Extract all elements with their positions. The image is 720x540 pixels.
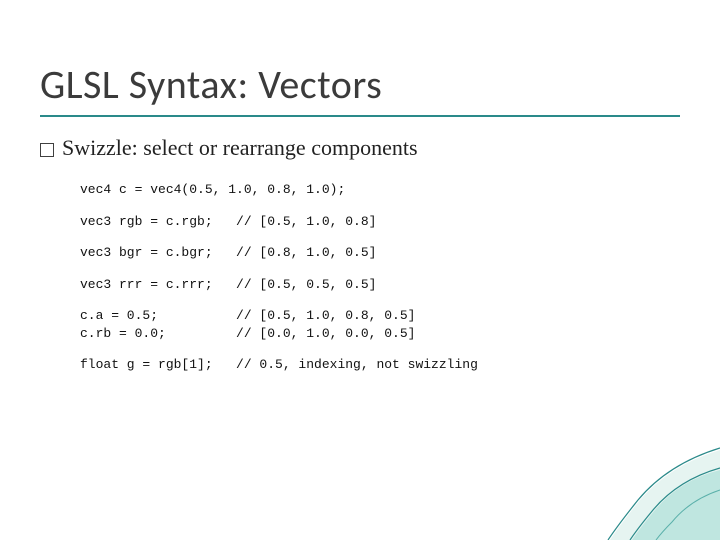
code-block: vec4 c = vec4(0.5, 1.0, 0.8, 1.0); vec3 r… [80,181,680,374]
slide: GLSL Syntax: Vectors Swizzle: select or … [0,0,720,540]
title-underline [40,115,680,117]
page-title: GLSL Syntax: Vectors [40,60,680,109]
corner-accent-icon [520,410,720,540]
code-line: c.rb = 0.0; // [0.0, 1.0, 0.0, 0.5] [80,325,680,343]
code-line: vec3 bgr = c.bgr; // [0.8, 1.0, 0.5] [80,244,680,262]
code-line: c.a = 0.5; // [0.5, 1.0, 0.8, 0.5] [80,307,680,325]
code-line: float g = rgb[1]; // 0.5, indexing, not … [80,356,680,374]
bullet-icon [40,143,54,157]
code-line: vec3 rgb = c.rgb; // [0.5, 1.0, 0.8] [80,213,680,231]
bullet-row: Swizzle: select or rearrange components [40,135,680,161]
code-line: vec3 rrr = c.rrr; // [0.5, 0.5, 0.5] [80,276,680,294]
subtitle: Swizzle: select or rearrange components [62,135,418,161]
code-line: vec4 c = vec4(0.5, 1.0, 0.8, 1.0); [80,181,680,199]
